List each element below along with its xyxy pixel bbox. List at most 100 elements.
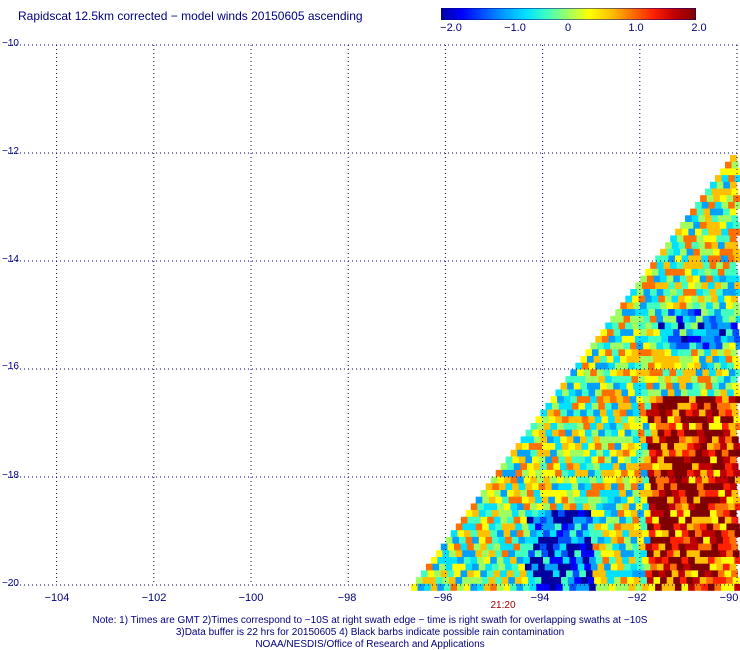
swath-cell: [566, 463, 574, 471]
swath-cell: [563, 476, 571, 484]
swath-cell: [694, 282, 702, 290]
swath-cell: [626, 436, 634, 444]
swath-cell: [604, 456, 612, 464]
swath-cell: [680, 416, 688, 424]
swath-cell: [698, 436, 706, 444]
swath-cell: [651, 268, 659, 276]
swath-cell: [735, 396, 740, 404]
swath-cell: [622, 449, 630, 457]
swath-cell: [584, 510, 592, 518]
swath-cell: [513, 463, 521, 471]
swath-cell: [721, 449, 729, 457]
swath-cell: [632, 436, 640, 444]
swath-cell: [694, 362, 702, 370]
swath-cell: [551, 536, 559, 544]
swath-cell: [686, 275, 694, 283]
swath-cell: [661, 309, 669, 317]
swath-cell: [554, 496, 562, 504]
swath-cell: [708, 228, 716, 236]
swath-cell: [699, 302, 707, 310]
swath-cell: [549, 557, 557, 564]
swath-cell: [669, 315, 677, 323]
swath-cell: [723, 376, 731, 384]
swath-cell: [664, 402, 672, 410]
swath-cell: [518, 563, 526, 571]
swath-cell: [649, 315, 657, 323]
swath-cell: [495, 550, 503, 558]
swath-cell: [671, 295, 679, 303]
swath-cell: [601, 469, 609, 477]
swath-cell: [694, 389, 701, 397]
swath-cell: [592, 349, 599, 357]
swath-cell: [656, 262, 664, 270]
swath-cell: [729, 262, 737, 270]
swath-cell: [659, 329, 667, 337]
swath-cell: [528, 523, 536, 531]
swath-cell: [710, 429, 718, 437]
swath-cell: [706, 275, 714, 283]
swath-cell: [729, 342, 736, 350]
swath-cell: [658, 570, 666, 578]
swath-cell: [658, 490, 666, 497]
swath-cell: [568, 416, 576, 424]
swath-cell: [568, 469, 576, 477]
swath-cell: [728, 530, 735, 538]
swath-cell: [680, 222, 687, 229]
swath-cell: [614, 496, 622, 504]
swath-cell: [630, 510, 638, 518]
swath-cell: [530, 423, 538, 430]
swath-cell: [541, 577, 549, 585]
swath-cell: [687, 309, 695, 317]
swath-cell: [581, 469, 589, 477]
swath-cell: [516, 503, 524, 511]
swath-cell: [657, 376, 665, 384]
swath-cell: [640, 469, 648, 477]
swath-cell: [594, 577, 601, 585]
swath-cell: [449, 550, 456, 558]
swath-cell: [523, 530, 531, 538]
swath-cell: [437, 557, 445, 564]
swath-cell: [692, 302, 700, 310]
swath-cell: [616, 369, 624, 377]
swath-cell: [663, 342, 670, 350]
swath-cell: [579, 463, 587, 471]
swath-cell: [624, 456, 632, 464]
swath-cell: [708, 476, 716, 484]
swath-cell: [683, 563, 691, 571]
swath-cell: [665, 409, 673, 417]
swath-cell: [516, 557, 524, 564]
swath-cell: [606, 409, 614, 417]
swath-cell: [576, 557, 583, 564]
swath-cell: [683, 483, 691, 491]
swath-cell: [636, 289, 644, 296]
swath-cell: [706, 248, 714, 256]
swath-cell: [627, 577, 634, 585]
swath-cell: [578, 483, 585, 491]
swath-cell: [595, 389, 602, 397]
swath-cell: [533, 463, 541, 471]
swath-cell: [533, 490, 541, 497]
swath-cell: [581, 443, 589, 451]
swath-cell: [644, 429, 652, 437]
swath-cell: [555, 389, 563, 397]
swath-cell: [689, 262, 697, 270]
swath-cell: [699, 550, 707, 558]
swath-cell: [714, 557, 722, 564]
swath-cell: [613, 356, 621, 363]
swath-cell: [538, 456, 546, 464]
swath-cell: [493, 516, 501, 524]
swath-cell: [540, 463, 548, 471]
swath-cell: [637, 483, 645, 491]
swath-cell: [571, 483, 579, 491]
swath-cell: [614, 443, 622, 451]
swath-cell: [468, 550, 476, 558]
swath-cell: [716, 235, 724, 243]
swath-cell: [718, 490, 726, 497]
swath-cell: [511, 563, 519, 571]
swath-cell: [548, 523, 556, 531]
swath-cell: [713, 195, 721, 203]
swath-cell: [582, 362, 589, 370]
swath-cell: [683, 235, 691, 243]
swath-cell: [701, 282, 709, 290]
swath-cell: [702, 315, 710, 323]
